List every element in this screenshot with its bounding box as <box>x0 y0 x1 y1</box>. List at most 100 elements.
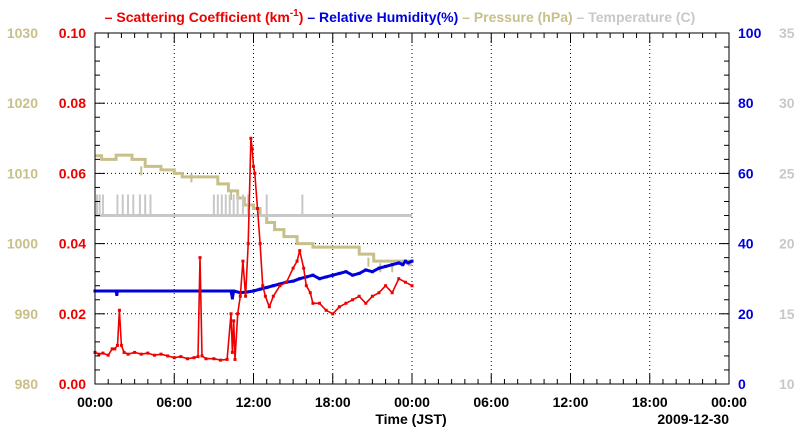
scattering-point <box>110 347 114 351</box>
humidity-point <box>311 273 315 277</box>
legend-pressure: – Pressure (hPa) <box>462 9 573 25</box>
scattering-point <box>117 308 121 312</box>
date-label: 2009-12-30 <box>657 411 729 427</box>
scattering-point <box>304 284 308 288</box>
scattering-tick-label: 0.08 <box>59 95 86 111</box>
scattering-point <box>370 294 374 298</box>
legend-humidity: – Relative Humidity(%) <box>307 9 458 25</box>
humidity-point <box>252 289 255 293</box>
scattering-point <box>106 353 110 357</box>
humidity-point <box>318 277 322 281</box>
humidity-point <box>304 275 308 279</box>
humidity-tick-label: 100 <box>738 25 762 41</box>
scattering-point <box>246 242 250 246</box>
scattering-tick-label: 0.10 <box>59 25 86 41</box>
humidity-point <box>298 277 302 281</box>
scattering-point <box>390 291 394 295</box>
scattering-point <box>230 350 234 354</box>
scattering-point <box>331 312 335 316</box>
temperature-tick-label: 20 <box>779 236 795 252</box>
scattering-point <box>318 301 322 305</box>
humidity-point <box>258 287 262 291</box>
humidity-point <box>401 263 405 267</box>
humidity-point <box>364 268 368 272</box>
humidity-point <box>403 259 407 263</box>
humidity-point <box>146 289 150 293</box>
scattering-tick-label: 0.06 <box>59 165 86 181</box>
scattering-point <box>255 207 259 210</box>
humidity-point <box>245 290 249 294</box>
scattering-point <box>271 294 275 298</box>
humidity-tick-label: 0 <box>738 376 746 392</box>
x-tick-label: 06:00 <box>156 394 192 410</box>
scattering-point <box>364 301 368 305</box>
scattering-point <box>298 249 302 253</box>
scattering-point <box>308 291 312 295</box>
axis-labels: 00:00 06:00 12:00 18:00 00:00 06:00 12:00 18:00… <box>7 25 795 410</box>
pressure-line <box>95 153 412 267</box>
scattering-point <box>229 312 233 316</box>
humidity-point <box>384 264 388 268</box>
x-tick-label: 00:00 <box>77 394 113 410</box>
scattering-point <box>139 352 143 356</box>
pressure-tick-label: 990 <box>15 306 39 322</box>
x-tick-label: 06:00 <box>473 394 509 410</box>
scattering-point <box>115 343 119 347</box>
scattering-point <box>172 356 176 360</box>
humidity-point <box>390 263 394 267</box>
legend-scattering: – Scattering Coefficient (km-1) <box>105 8 304 25</box>
humidity-point <box>106 289 110 293</box>
scattering-point <box>126 352 130 356</box>
humidity-point <box>230 296 234 300</box>
scattering-tick-label: 0.02 <box>59 306 86 322</box>
scattering-point <box>253 171 257 175</box>
humidity-tick-label: 80 <box>738 95 754 111</box>
scattering-point <box>285 280 289 284</box>
x-tick-label: 00:00 <box>394 394 430 410</box>
scattering-point <box>397 277 401 281</box>
scattering-point <box>267 305 271 309</box>
humidity-point <box>324 275 328 279</box>
scattering-point <box>249 136 253 140</box>
scattering-point <box>311 301 315 305</box>
scattering-point <box>122 350 126 354</box>
x-tick-label: 12:00 <box>236 394 272 410</box>
humidity-point <box>115 292 119 296</box>
scattering-point <box>250 147 254 151</box>
humidity-point <box>344 270 348 274</box>
scattering-point <box>113 347 117 351</box>
scattering-point <box>403 280 407 284</box>
scattering-point <box>196 355 200 359</box>
scattering-point <box>344 301 348 305</box>
pressure-tick-label: 1020 <box>7 95 38 111</box>
humidity-point <box>115 289 119 293</box>
x-axis-title: Time (JST) <box>375 411 446 427</box>
scattering-point <box>97 352 101 356</box>
scattering-point <box>261 284 265 288</box>
scattering-point <box>152 353 156 357</box>
x-tick-label: 12:00 <box>553 394 589 410</box>
humidity-point <box>225 289 229 293</box>
scattering-point <box>278 284 282 288</box>
humidity-tick-label: 20 <box>738 306 754 322</box>
humidity-point <box>271 284 275 288</box>
humidity-tick-label: 40 <box>738 236 754 252</box>
scattering-point <box>192 356 196 360</box>
temperature-tick-label: 25 <box>779 165 795 181</box>
scattering-point <box>232 319 236 323</box>
humidity-point <box>410 259 414 263</box>
scattering-point <box>133 350 137 354</box>
scattering-point <box>252 164 255 168</box>
scattering-point <box>101 351 105 355</box>
temperature-tick-label: 30 <box>779 95 795 111</box>
scattering-point <box>258 242 262 246</box>
humidity-point <box>232 289 236 293</box>
scattering-point <box>357 294 361 298</box>
humidity-point <box>357 271 361 275</box>
humidity-point <box>212 289 216 293</box>
scattering-point <box>218 358 222 362</box>
pressure-tick-label: 1030 <box>7 25 38 41</box>
humidity-point <box>278 282 282 286</box>
scattering-point <box>384 284 388 288</box>
